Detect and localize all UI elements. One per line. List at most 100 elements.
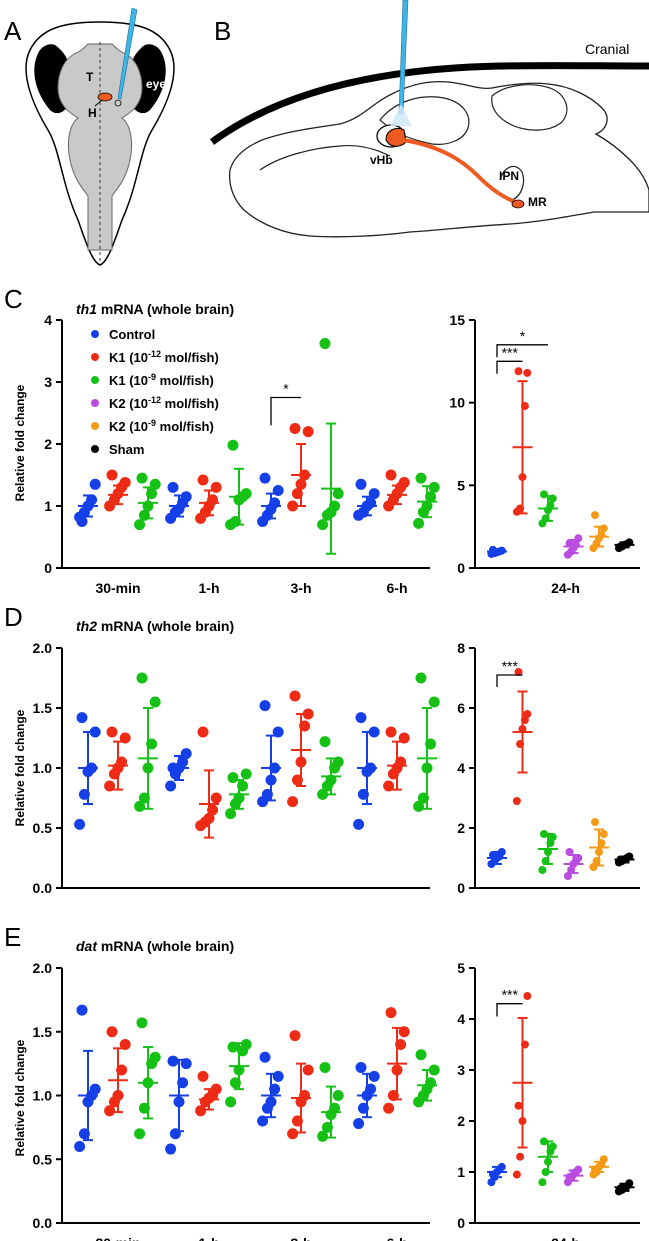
panel-letter-c: C <box>4 284 23 314</box>
data-point <box>302 708 314 720</box>
data-point <box>136 472 148 484</box>
y-tick-label: 1.5 <box>33 1024 53 1040</box>
y-tick-label: 5 <box>457 477 465 493</box>
panel-e-ylabel: Relative fold change <box>13 1039 27 1156</box>
data-group <box>413 472 440 529</box>
data-point <box>302 1064 314 1076</box>
habenula-marker <box>97 92 113 102</box>
data-group <box>165 748 192 792</box>
svg-text:K2 (10-9 mol/fish): K2 (10-9 mol/fish) <box>109 418 214 434</box>
data-point <box>134 1128 146 1140</box>
legend-item-k2-high: K2 (10-9 mol/fish) <box>91 418 214 434</box>
micropipette-icon <box>117 7 138 100</box>
x-tick-label: 30-min <box>95 1235 140 1241</box>
data-point <box>227 439 239 451</box>
data-point <box>180 1058 192 1070</box>
data-point <box>413 517 425 529</box>
data-group <box>195 726 222 839</box>
data-point <box>165 780 177 792</box>
data-point <box>76 516 88 527</box>
data-group <box>614 1179 635 1196</box>
data-point <box>319 338 331 350</box>
data-group <box>563 1165 584 1187</box>
x-tick-label: 6-h <box>387 580 408 596</box>
zebrafish-brain-dorsal-diagram: T H eye <box>25 7 175 266</box>
data-point <box>225 1096 237 1108</box>
data-point <box>355 478 367 490</box>
significance-bracket <box>496 674 523 687</box>
data-point <box>565 539 574 548</box>
y-tick-label: 0.0 <box>33 1215 53 1231</box>
data-group <box>287 423 314 512</box>
legend-marker <box>91 445 99 453</box>
data-point <box>538 866 547 874</box>
data-group <box>225 768 252 820</box>
data-point <box>149 696 161 708</box>
label-mr: MR <box>528 195 547 209</box>
data-group <box>487 1162 507 1187</box>
data-point <box>383 780 395 792</box>
data-group <box>225 1039 252 1108</box>
data-point <box>195 1105 207 1117</box>
y-tick-label: 0 <box>457 560 465 576</box>
label-tectum: T <box>86 70 94 84</box>
label-habenula: H <box>88 106 97 120</box>
data-group <box>512 992 533 1179</box>
y-tick-label: 4 <box>457 1011 465 1027</box>
legend: Control K1 (10-12 mol/fish) K1 (10-9 mol… <box>91 327 219 457</box>
data-point <box>538 1178 547 1187</box>
y-tick-label: 2 <box>457 1113 465 1129</box>
data-group <box>134 672 161 812</box>
data-point <box>227 1041 239 1053</box>
data-point <box>259 700 271 712</box>
significance-label: *** <box>502 987 519 1003</box>
panel-a: A T H eye <box>0 0 200 270</box>
data-point <box>523 992 532 1001</box>
x-tick-label: 1-h <box>199 1235 220 1241</box>
data-point <box>259 1051 271 1063</box>
y-tick-label: 4 <box>44 312 52 328</box>
data-group <box>257 700 284 808</box>
panel-c-left-plot: 0 1 2 3 4 30-min 1-h 3-h 6-h * <box>44 312 440 596</box>
panel-d-title: th2 mRNA (whole brain) <box>76 618 234 634</box>
data-point <box>136 672 148 684</box>
y-tick-label: 0 <box>457 880 465 896</box>
data-group <box>134 1017 161 1140</box>
x-tick-label: 3-h <box>291 580 312 596</box>
data-point <box>287 500 299 512</box>
x-tick-label: 30-min <box>95 580 140 596</box>
data-point <box>516 1152 525 1161</box>
legend-item-k2-low: K2 (10-12 mol/fish) <box>91 395 219 411</box>
data-point <box>574 534 583 543</box>
panel-b: B Cranial vHb IPN MR <box>200 0 649 270</box>
data-group <box>614 852 635 867</box>
data-point <box>167 1055 179 1067</box>
data-point <box>272 1070 284 1082</box>
panel-e-gene: dat <box>76 938 98 954</box>
data-group <box>538 490 558 528</box>
label-ipn: IPN <box>499 169 519 183</box>
data-group <box>195 474 222 524</box>
data-point <box>317 519 329 531</box>
data-point <box>106 1026 118 1038</box>
data-group <box>512 668 533 805</box>
data-point <box>257 1115 269 1127</box>
data-point <box>259 472 271 484</box>
data-group <box>563 534 584 559</box>
panel-c-gene: th1 <box>76 301 97 317</box>
data-group <box>104 726 131 792</box>
data-point <box>428 696 440 708</box>
panel-letter-b: B <box>214 16 232 46</box>
x-tick-label: 3-h <box>291 1235 312 1241</box>
significance-label: * <box>283 381 289 397</box>
data-point <box>523 368 532 377</box>
data-point <box>540 490 548 499</box>
data-group <box>614 538 635 553</box>
data-group <box>413 1049 440 1108</box>
data-point <box>240 1039 252 1050</box>
data-point <box>210 792 222 804</box>
significance-label: *** <box>502 344 519 360</box>
data-group <box>512 367 533 516</box>
data-point <box>225 808 237 820</box>
panel-letter-d: D <box>4 602 23 632</box>
